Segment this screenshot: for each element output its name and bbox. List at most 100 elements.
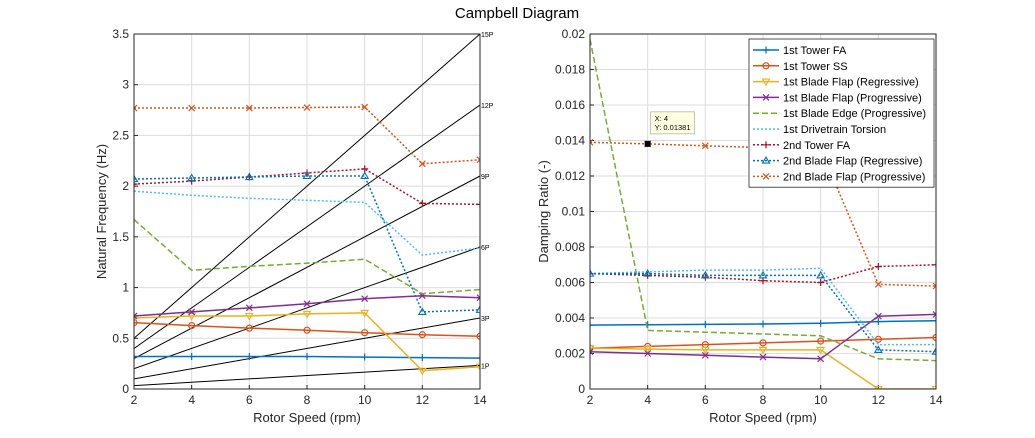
y-tick-label: 0.004 <box>555 311 585 325</box>
data-point <box>701 142 709 150</box>
data-point <box>590 269 595 277</box>
data-point <box>245 324 253 332</box>
per-rev-line-12P <box>134 104 480 349</box>
data-point <box>932 282 936 290</box>
y-tick-label: 0.006 <box>555 276 585 290</box>
y-tick-label: 0.01 <box>562 205 586 219</box>
x-tick-label: 6 <box>246 393 253 407</box>
data-point <box>759 353 767 361</box>
frequency-axes: 2 4 6 8 10 12 14 0 0.5 1 1.5 2 2.5 3 3.5 1P 3P 6P 9P 12P 15P… <box>94 27 494 425</box>
y-tick-label: 0.008 <box>555 240 585 254</box>
data-point <box>700 346 710 355</box>
figure-title: Campbell Diagram <box>455 5 579 22</box>
data-point <box>303 326 311 334</box>
data-point <box>475 363 480 372</box>
data-point <box>361 165 369 173</box>
data-point <box>302 310 312 319</box>
series-line <box>134 175 480 313</box>
legend-marker <box>761 78 771 87</box>
data-point <box>188 322 196 330</box>
data-point <box>644 350 652 357</box>
data-point <box>134 174 139 183</box>
data-point <box>245 304 253 312</box>
data-point <box>873 385 883 389</box>
data-point <box>758 270 768 279</box>
y-tick-label: 0.02 <box>562 27 586 41</box>
data-point <box>187 173 197 182</box>
legend-marker <box>762 93 770 101</box>
legend-marker <box>761 156 771 164</box>
data-point <box>417 367 427 376</box>
series-line <box>134 190 480 256</box>
data-point <box>134 104 138 112</box>
data-point <box>758 346 768 355</box>
data-point <box>361 295 369 303</box>
data-point <box>244 172 254 181</box>
data-point <box>590 345 595 353</box>
series-line <box>590 347 936 389</box>
datatip-x: X: 4 <box>655 114 668 123</box>
data-point <box>932 333 936 342</box>
legend-marker <box>762 172 770 180</box>
data-point <box>759 339 767 347</box>
data-point <box>134 312 138 320</box>
y-tick-label: 0 <box>122 382 129 396</box>
y-tick-label: 0.002 <box>555 347 585 361</box>
y-axis-label: Natural Frequency (Hz) <box>94 144 109 279</box>
data-point <box>874 335 882 343</box>
data-point <box>476 156 480 164</box>
datatip-y: Y: 0.01381 <box>655 123 691 132</box>
data-point <box>476 332 480 340</box>
data-point <box>361 103 369 111</box>
data-point <box>931 347 936 355</box>
data-point <box>817 337 825 345</box>
x-tick-label: 10 <box>358 393 372 407</box>
per-rev-label-3P: 3P <box>481 316 490 323</box>
data-point <box>932 311 936 318</box>
legend-entry: 2nd Blade Flap (Progressive) <box>783 171 925 183</box>
data-point <box>590 321 594 329</box>
data-point <box>816 346 826 355</box>
axes-box <box>133 33 481 390</box>
x-tick-label: 8 <box>304 393 311 407</box>
x-tick-label: 10 <box>814 393 828 407</box>
x-tick-label: 4 <box>188 393 195 407</box>
legend-entry: 1st Blade Edge (Progressive) <box>783 108 926 120</box>
data-point <box>476 200 480 208</box>
y-tick-label: 0.012 <box>555 169 585 183</box>
y-tick-label: 3 <box>122 78 129 92</box>
legend-entry: 1st Tower FA <box>783 45 847 57</box>
legend-marker <box>762 62 770 70</box>
data-point <box>476 354 480 362</box>
x-tick-label: 14 <box>473 393 487 407</box>
data-point <box>817 319 825 327</box>
data-point <box>701 320 709 328</box>
data-point <box>874 318 882 326</box>
data-point <box>475 305 480 313</box>
data-point <box>418 331 426 339</box>
data-point <box>476 294 480 302</box>
per-rev-label-12P: 12P <box>481 103 494 110</box>
x-axis-label: Rotor Speed (rpm) <box>709 410 817 425</box>
legend-marker <box>762 141 770 149</box>
per-rev-label-15P: 15P <box>481 32 494 39</box>
y-tick-label: 0.5 <box>112 331 129 345</box>
data-point <box>643 346 653 354</box>
y-tick-label: 3.5 <box>112 27 129 41</box>
x-tick-label: 2 <box>587 393 594 407</box>
legend-entry: 1st Blade Flap (Progressive) <box>783 92 922 104</box>
legend-box <box>748 38 935 188</box>
data-point <box>244 312 254 321</box>
y-tick-label: 0 <box>578 382 585 396</box>
data-point <box>188 308 196 316</box>
data-point <box>134 180 138 188</box>
per-rev-line-15P <box>134 34 480 339</box>
legend-entry: 1st Drivetrain Torsion <box>783 124 886 136</box>
data-point <box>759 320 767 328</box>
legend: 1st Tower FA 1st Tower SS 1st Blade Flap (… <box>748 38 935 188</box>
per-rev-label-9P: 9P <box>481 174 490 181</box>
data-point <box>360 309 370 318</box>
y-tick-label: 0.018 <box>555 63 585 77</box>
x-tick-label: 6 <box>702 393 709 407</box>
